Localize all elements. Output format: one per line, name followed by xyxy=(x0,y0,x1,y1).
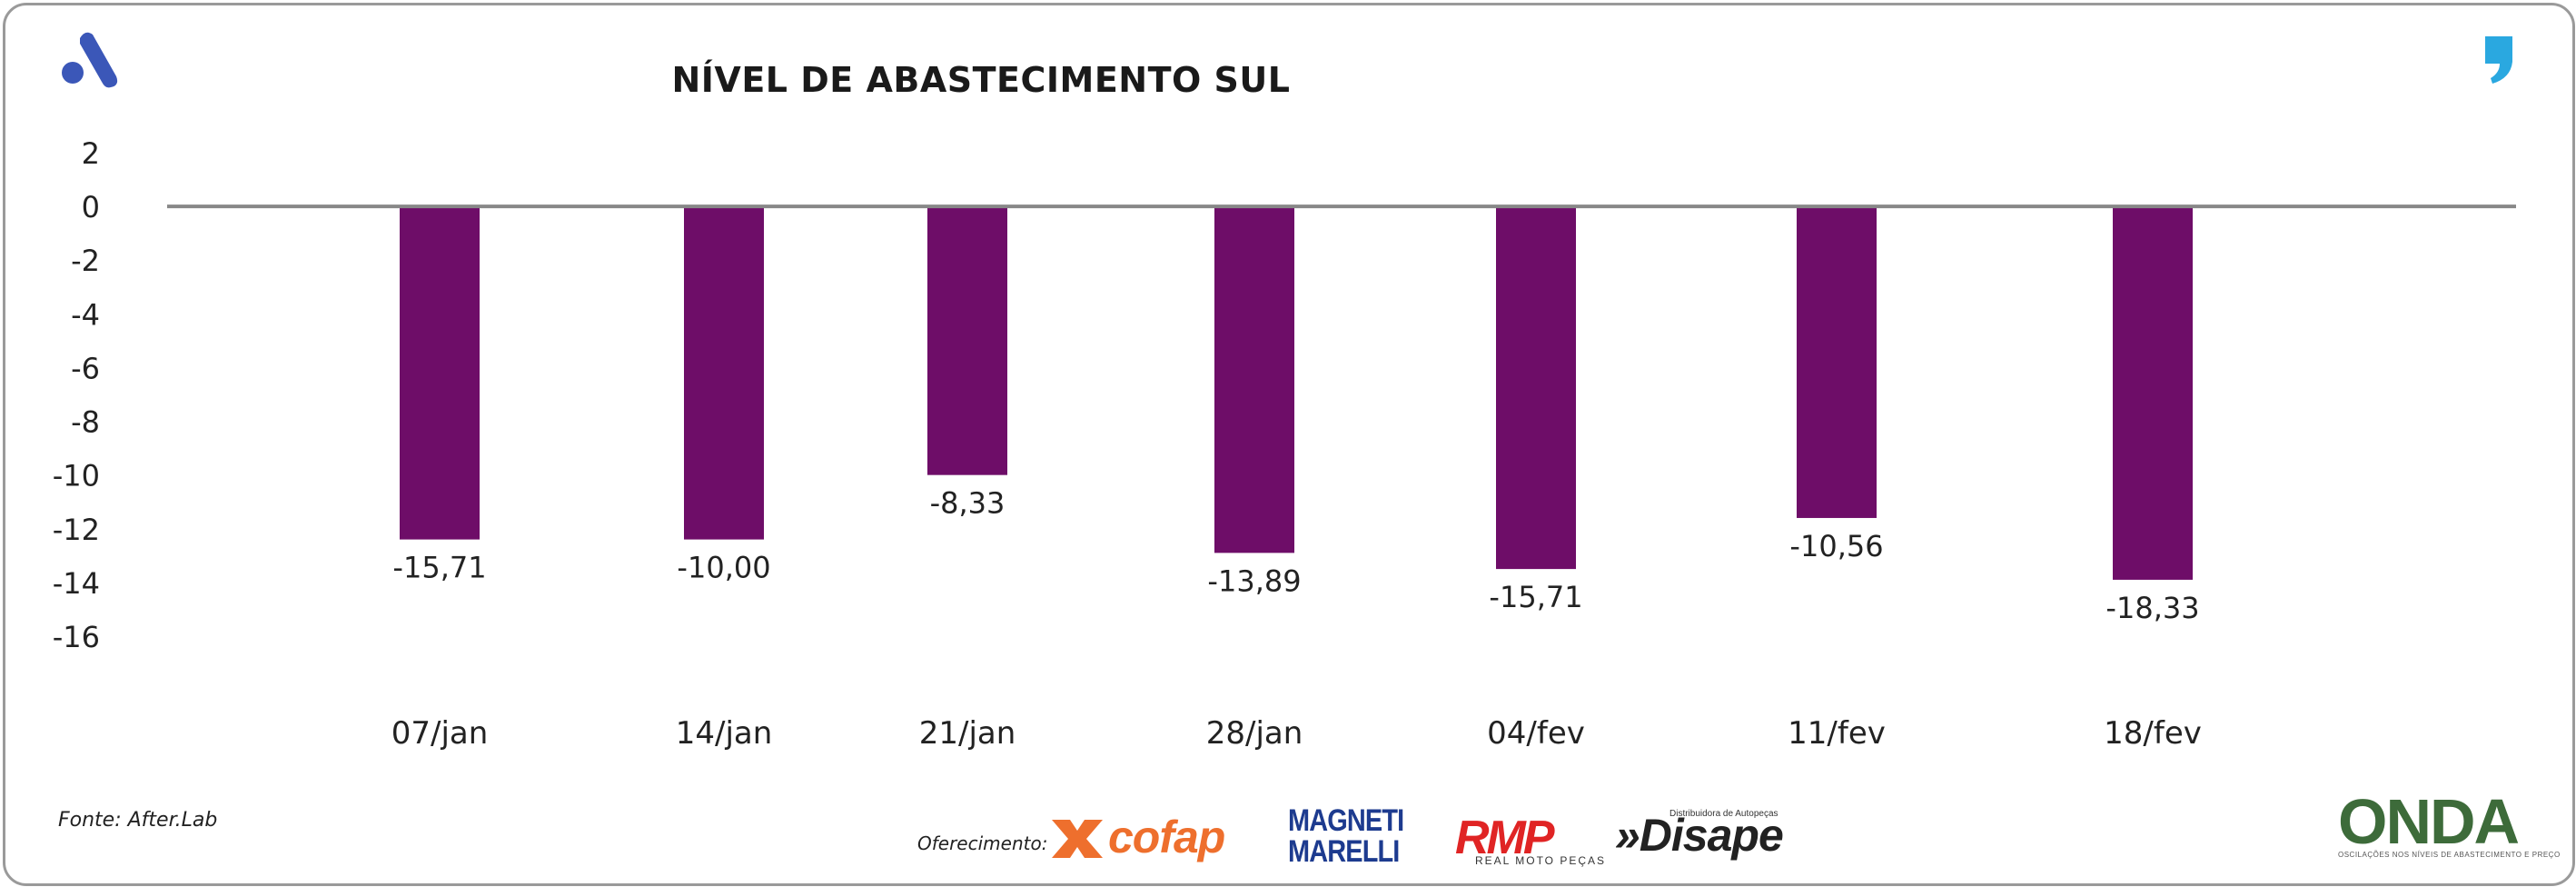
magneti-marelli-logo: MAGNETI MARELLI xyxy=(1288,803,1404,869)
bar-chart: 2 0 -2 -4 -6 -8 -10 -12 -14 -16 -15,71 07/jan -10,00… xyxy=(53,136,2516,752)
chart-title: NÍVEL DE ABASTECIMENTO SUL xyxy=(671,60,1291,100)
bar xyxy=(2113,206,2193,580)
y-tick-label: -12 xyxy=(53,513,100,547)
y-tick-label: 0 xyxy=(82,190,100,224)
rmp-subtitle: REAL MOTO PEÇAS xyxy=(1475,854,1607,867)
bar-data-label: -15,71 xyxy=(1489,580,1582,614)
cofap-x-icon xyxy=(1052,820,1103,858)
x-tick-label: 14/jan xyxy=(676,715,773,752)
sponsor-label: Oferecimento: xyxy=(917,832,1048,854)
onda-logo: ONDA xyxy=(2338,786,2520,857)
x-tick-label: 21/jan xyxy=(919,715,1016,752)
bar-data-label: -13,89 xyxy=(1207,563,1301,598)
magneti-line1: MAGNETI xyxy=(1288,803,1404,838)
cofap-logo: cofap xyxy=(1052,811,1225,863)
y-tick-label: -6 xyxy=(71,351,100,385)
y-tick-label: -2 xyxy=(71,244,100,278)
bar xyxy=(1496,206,1576,570)
disape-subtitle: Distribuidora de Autopeças xyxy=(1669,809,1778,819)
brand-a-icon xyxy=(62,32,118,88)
y-tick-label: -4 xyxy=(71,297,100,332)
x-tick-label: 07/jan xyxy=(391,715,489,752)
bar xyxy=(400,206,480,540)
bar-data-label: -8,33 xyxy=(930,486,1006,521)
bar-data-label: -15,71 xyxy=(392,551,486,585)
bar xyxy=(684,206,764,540)
bar xyxy=(1797,206,1877,518)
y-tick-label: -16 xyxy=(53,620,100,654)
y-tick-label: -8 xyxy=(71,405,100,440)
bar xyxy=(927,206,1007,475)
bar-data-label: -10,56 xyxy=(1789,529,1883,563)
disape-logo: »Disape xyxy=(1615,810,1784,861)
source-note: Fonte: After.Lab xyxy=(58,809,218,832)
y-tick-label: -14 xyxy=(53,566,100,601)
rmp-logo: RMP xyxy=(1455,812,1555,864)
bar xyxy=(1214,206,1294,553)
x-tick-label: 11/fev xyxy=(1788,715,1886,752)
magneti-line2: MARELLI xyxy=(1288,834,1400,869)
x-tick-label: 18/fev xyxy=(2104,715,2202,752)
bar-data-label: -18,33 xyxy=(2105,591,2199,625)
y-tick-label: 2 xyxy=(82,136,100,171)
x-tick-label: 28/jan xyxy=(1206,715,1303,752)
cofap-wordmark: cofap xyxy=(1108,812,1225,862)
quote-mark-icon xyxy=(2485,36,2512,84)
bar-data-label: -10,00 xyxy=(677,551,770,585)
x-tick-label: 04/fev xyxy=(1487,715,1585,752)
y-tick-label: -10 xyxy=(53,459,100,493)
onda-subtitle: OSCILAÇÕES NOS NÍVEIS DE ABASTECIMENTO E… xyxy=(2338,851,2561,859)
